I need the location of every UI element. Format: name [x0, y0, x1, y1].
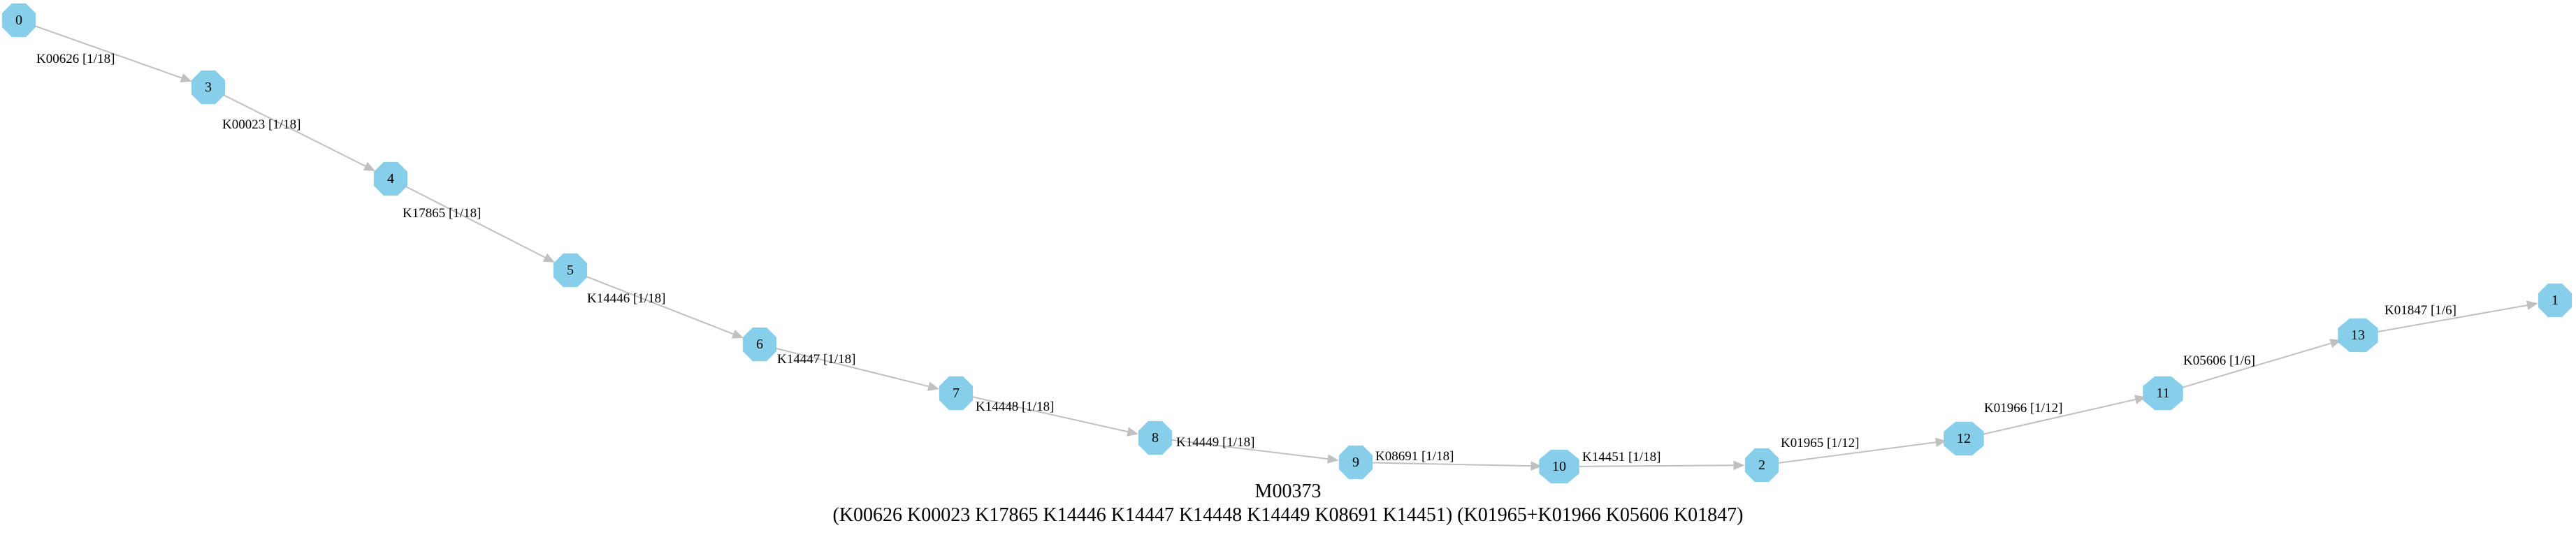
octagon-node-shape	[373, 161, 408, 196]
node-0: 0	[1, 3, 36, 38]
arrowhead-icon	[927, 381, 940, 391]
node-8: 8	[1138, 420, 1173, 455]
edge-6-to-7: K14447 [1/18]	[776, 347, 940, 391]
octagon-node-shape	[2338, 318, 2378, 353]
edge-label: K01847 [1/6]	[2385, 303, 2456, 318]
arrowhead-icon	[180, 73, 192, 82]
node-label: 3	[205, 80, 212, 95]
edge-line	[2374, 304, 2528, 333]
node-9: 9	[1338, 445, 1373, 480]
edge-7-to-8: K14448 [1/18]	[972, 396, 1138, 437]
arrowhead-icon	[2134, 395, 2146, 404]
nodes-layer: 0 3 4 5 6 7 8 9 10 2 12 11 13 1	[1, 3, 2573, 484]
module-title: M00373	[1255, 481, 1322, 502]
edge-line	[1171, 439, 1329, 460]
octagon-node-shape	[742, 327, 777, 362]
edge-label: K00626 [1/18]	[36, 52, 115, 66]
octagon-node-shape	[1338, 445, 1373, 480]
octagon-node-shape	[2538, 283, 2573, 318]
octagon-node-shape	[2143, 376, 2183, 411]
node-1: 1	[2538, 283, 2573, 318]
node-label: 13	[2351, 328, 2365, 343]
arrowhead-icon	[1326, 454, 1339, 464]
node-6: 6	[742, 327, 777, 362]
edge-13-to-1: K01847 [1/6]	[2374, 300, 2538, 333]
node-label: 2	[1758, 457, 1765, 473]
edge-line	[1575, 464, 1735, 467]
edge-line	[972, 396, 1129, 433]
edge-line	[2178, 342, 2331, 390]
octagon-node-shape	[1539, 449, 1579, 484]
edge-label: K17865 [1/18]	[403, 206, 481, 221]
node-3: 3	[191, 70, 226, 105]
edge-8-to-9: K14449 [1/18]	[1171, 435, 1339, 464]
node-label: 7	[953, 386, 960, 401]
edge-label: K14447 [1/18]	[777, 352, 855, 367]
edge-line	[223, 94, 366, 167]
octagon-node-shape	[1744, 448, 1779, 483]
edge-3-to-4: K00023 [1/18]	[222, 94, 375, 171]
edge-line	[34, 25, 182, 79]
edge-4-to-5: K17865 [1/18]	[403, 186, 555, 263]
edge-label: K14448 [1/18]	[976, 400, 1054, 414]
arrowhead-icon	[731, 329, 744, 339]
node-label: 11	[2156, 386, 2169, 401]
node-label: 9	[1352, 455, 1359, 470]
edge-0-to-3: K00626 [1/18]	[34, 25, 192, 82]
node-11: 11	[2143, 376, 2183, 411]
arrowhead-icon	[2329, 339, 2342, 349]
node-label: 1	[2552, 293, 2559, 308]
edge-label: K00023 [1/18]	[222, 117, 301, 132]
arrowhead-icon	[1531, 461, 1542, 471]
edge-line	[1372, 462, 1532, 467]
node-label: 10	[1552, 459, 1566, 474]
edge-label: K01965 [1/12]	[1781, 436, 1859, 450]
arrowhead-icon	[363, 161, 375, 171]
node-5: 5	[553, 253, 588, 288]
edge-2-to-12: K01965 [1/12]	[1778, 436, 1947, 464]
edge-label: K05606 [1/6]	[2183, 353, 2255, 368]
edge-5-to-6: K14446 [1/18]	[585, 275, 744, 339]
node-label: 0	[15, 13, 22, 28]
edge-line	[1980, 398, 2136, 436]
node-10: 10	[1539, 449, 1579, 484]
edge-11-to-13: K05606 [1/6]	[2178, 339, 2342, 390]
node-7: 7	[939, 376, 974, 411]
arrowhead-icon	[1127, 427, 1138, 437]
node-label: 12	[1957, 431, 1971, 446]
edge-line	[776, 347, 929, 388]
edge-12-to-11: K01966 [1/12]	[1980, 395, 2146, 436]
edge-line	[405, 186, 546, 258]
node-12: 12	[1944, 421, 1984, 456]
node-label: 6	[756, 337, 763, 352]
node-label: 8	[1152, 430, 1159, 446]
octagon-node-shape	[1138, 420, 1173, 455]
edge-line	[585, 275, 735, 335]
node-label: 5	[567, 263, 574, 278]
edge-9-to-10: K08691 [1/18]	[1372, 449, 1542, 471]
edge-line	[1778, 441, 1937, 464]
arrowhead-icon	[542, 253, 555, 263]
node-label: 4	[387, 171, 394, 186]
node-2: 2	[1744, 448, 1779, 483]
arrowhead-icon	[1934, 437, 1947, 447]
arrowhead-icon	[2526, 300, 2538, 310]
octagon-node-shape	[1, 3, 36, 38]
node-4: 4	[373, 161, 408, 196]
edge-10-to-2: K14451 [1/18]	[1575, 450, 1745, 471]
octagon-node-shape	[939, 376, 974, 411]
edge-label: K14446 [1/18]	[587, 291, 665, 306]
edge-label: K14449 [1/18]	[1176, 435, 1254, 450]
arrowhead-icon	[1733, 460, 1745, 471]
octagon-node-shape	[553, 253, 588, 288]
edge-label: K01966 [1/12]	[1984, 401, 2062, 416]
edge-label: K08691 [1/18]	[1375, 449, 1454, 464]
octagon-node-shape	[191, 70, 226, 105]
node-13: 13	[2338, 318, 2378, 353]
octagon-node-shape	[1944, 421, 1984, 456]
module-definition: (K00626 K00023 K17865 K14446 K14447 K144…	[833, 504, 1744, 526]
edge-label: K14451 [1/18]	[1582, 450, 1660, 464]
edges-layer: K00626 [1/18] K00023 [1/18] K17865 [1/18] K…	[34, 25, 2538, 471]
